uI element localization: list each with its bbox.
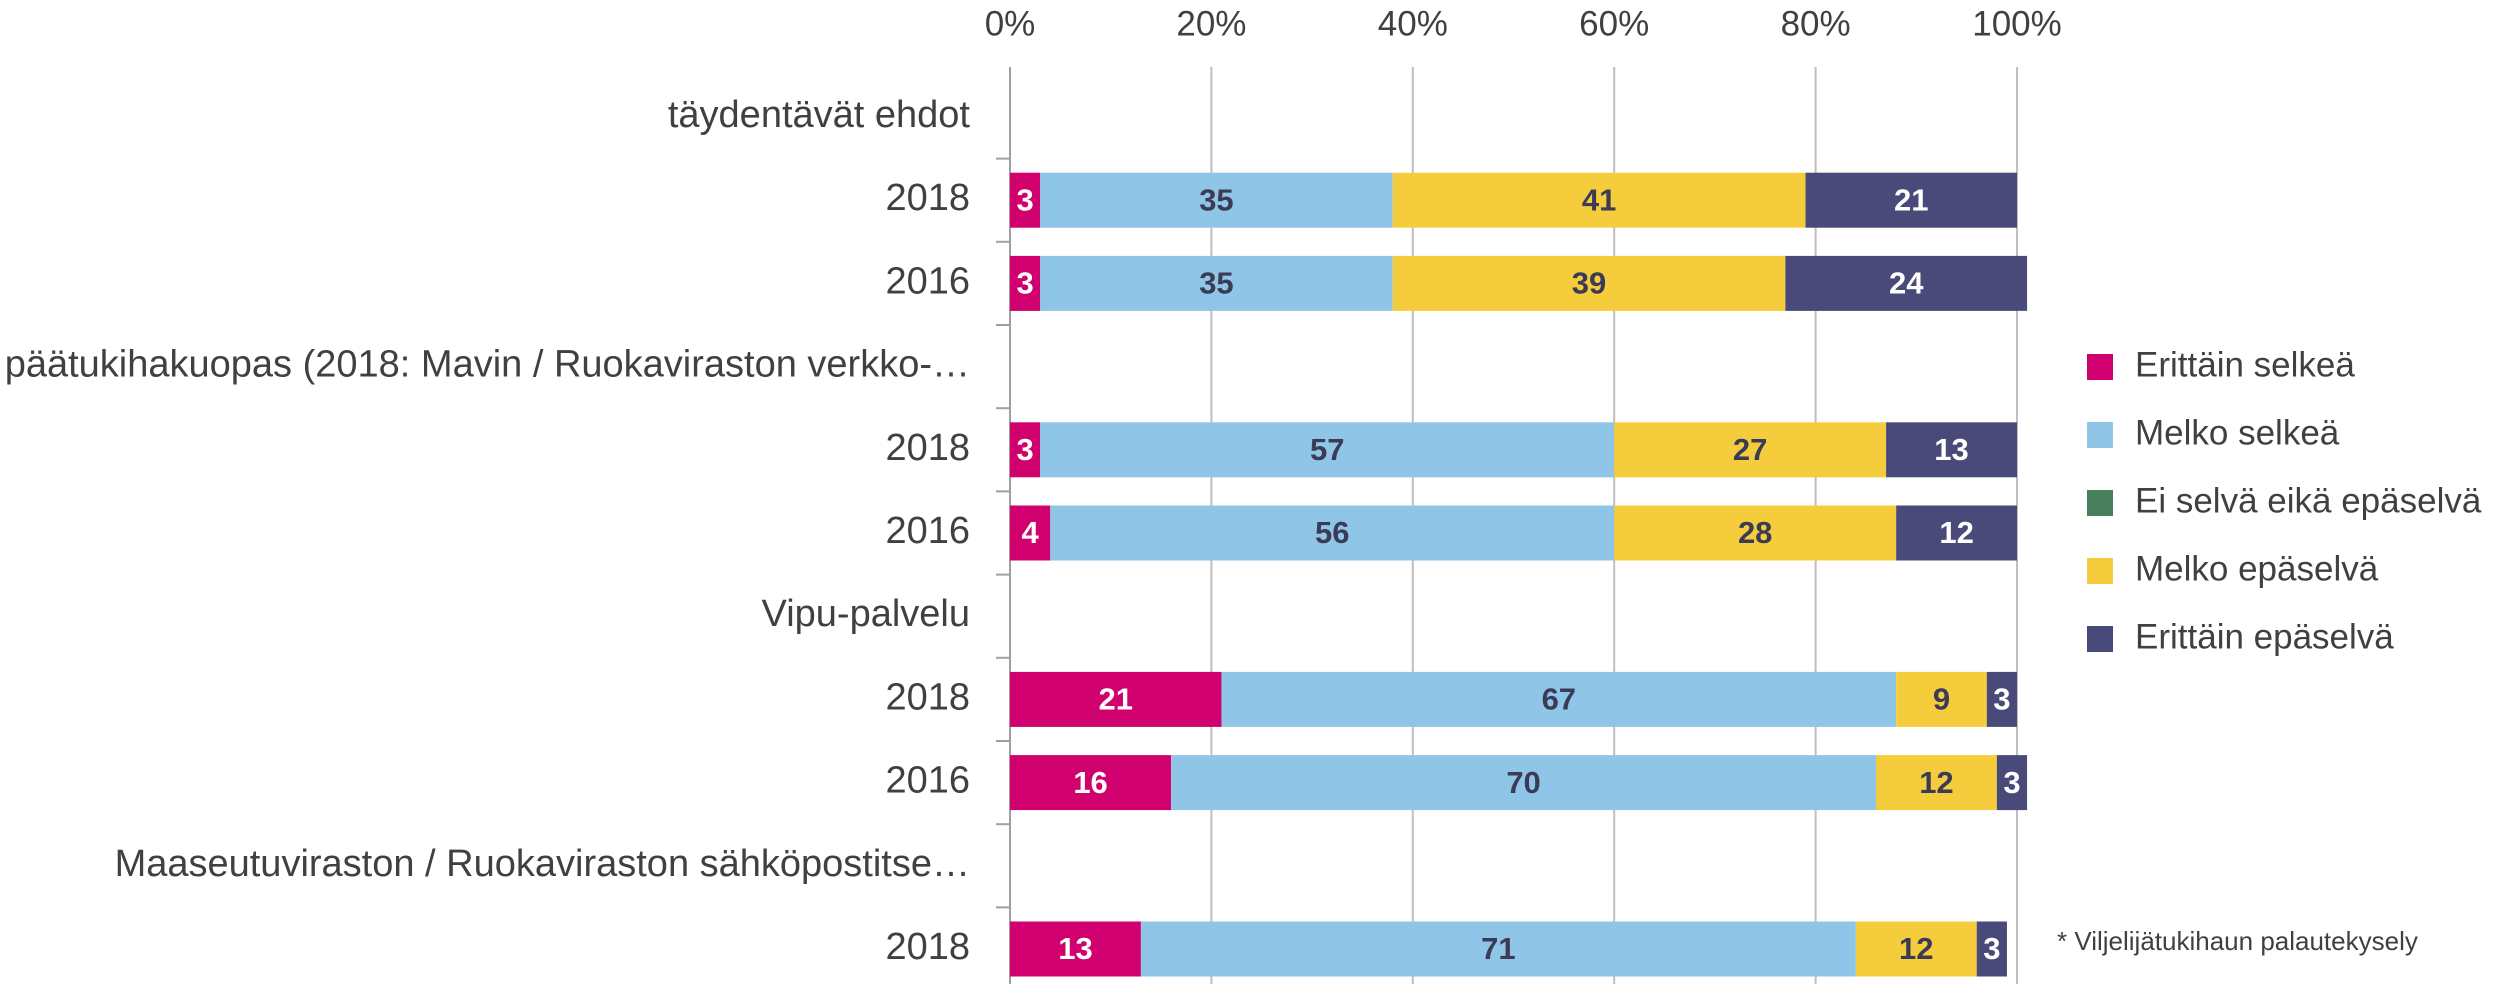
bar-segment xyxy=(1986,671,2017,727)
bar-segment xyxy=(1614,505,1897,561)
legend-swatch xyxy=(2087,354,2113,380)
data-label: 9 xyxy=(1933,682,1950,717)
y-tick-label: 2016 xyxy=(885,510,970,552)
bar-segment xyxy=(1050,505,1615,561)
data-label: 71 xyxy=(1481,931,1515,966)
data-label: 3 xyxy=(2003,765,2020,800)
bar-segment xyxy=(1805,172,2017,228)
data-label: 3 xyxy=(1016,182,1033,217)
data-label: 4 xyxy=(1022,515,1040,550)
data-label: 3 xyxy=(1016,432,1033,467)
annotation: * Viljelijätukihaun palautekysely xyxy=(2057,926,2418,956)
data-label: 16 xyxy=(1073,765,1107,800)
bar-segment xyxy=(1040,255,1393,311)
x-tick-label: 60% xyxy=(1579,4,1649,43)
legend-swatch xyxy=(2087,626,2113,652)
bar-segment xyxy=(1392,255,1786,311)
bar-segment xyxy=(1010,671,1222,727)
y-tick-label: 2018 xyxy=(885,676,970,718)
x-tick-label: 80% xyxy=(1781,4,1851,43)
legend-label: Erittäin selkeä xyxy=(2135,345,2355,384)
data-label: 57 xyxy=(1310,432,1344,467)
bar-segment xyxy=(1040,172,1393,228)
x-tick-label: 0% xyxy=(985,4,1036,43)
y-tick-label: päätukihakuopas (2018: Mavin / Ruokavira… xyxy=(5,344,970,386)
bar-segment xyxy=(1010,172,1041,228)
legend-label: Erittäin epäselvä xyxy=(2135,617,2394,656)
bar-segment xyxy=(1896,671,1987,727)
bar-segment xyxy=(1140,921,1856,977)
x-tick-label: 100% xyxy=(1972,4,2062,43)
y-tick-label: Vipu-palvelu xyxy=(762,593,970,635)
bar-segment xyxy=(1785,255,2028,311)
data-label: 3 xyxy=(1993,682,2010,717)
data-label: 13 xyxy=(1058,931,1092,966)
y-tick-label: 2016 xyxy=(885,260,970,302)
data-label: 70 xyxy=(1506,765,1540,800)
bar-segment xyxy=(1996,755,2028,811)
data-label: 24 xyxy=(1889,266,1924,301)
bar-segment xyxy=(1976,921,2007,977)
bar-segment xyxy=(1886,422,2017,478)
y-tick-label: 2018 xyxy=(885,926,970,968)
y-tick-label: Maaseutuviraston / Ruokaviraston sähköpo… xyxy=(115,843,970,885)
bar-segment xyxy=(1896,505,2017,561)
data-label: 41 xyxy=(1582,182,1616,217)
legend-label: Ei selvä eikä epäselvä xyxy=(2135,481,2482,520)
data-label: 27 xyxy=(1733,432,1767,467)
data-label: 3 xyxy=(1016,266,1033,301)
legend-swatch xyxy=(2087,422,2113,448)
data-label: 56 xyxy=(1315,515,1349,550)
bar-segment xyxy=(1010,505,1051,561)
y-tick-label: 2018 xyxy=(885,427,970,469)
bar-segment xyxy=(1040,422,1615,478)
data-label: 28 xyxy=(1738,515,1772,550)
bar-segment xyxy=(1855,921,1977,977)
legend-swatch xyxy=(2087,490,2113,516)
legend-label: Melko selkeä xyxy=(2135,413,2340,452)
bar-segment xyxy=(1392,172,1806,228)
bar-segment xyxy=(1010,755,1172,811)
x-tick-label: 20% xyxy=(1176,4,1246,43)
data-label: 3 xyxy=(1983,931,2000,966)
bar-segment xyxy=(1010,422,1041,478)
data-label: 13 xyxy=(1934,432,1968,467)
bar-segment xyxy=(1876,755,1997,811)
bar-segment xyxy=(1010,921,1141,977)
y-tick-label: 2018 xyxy=(885,177,970,219)
data-label: 35 xyxy=(1199,182,1233,217)
data-label: 12 xyxy=(1939,515,1973,550)
legend-label: Melko epäselvä xyxy=(2135,549,2379,588)
bar-segment xyxy=(1010,255,1041,311)
data-label: 21 xyxy=(1894,182,1928,217)
data-label: 12 xyxy=(1899,931,1933,966)
bar-segment xyxy=(1221,671,1897,727)
bar-segment xyxy=(1614,422,1887,478)
data-label: 67 xyxy=(1542,682,1576,717)
data-label: 35 xyxy=(1199,266,1233,301)
data-label: 12 xyxy=(1919,765,1953,800)
y-tick-label: 2016 xyxy=(885,760,970,802)
data-label: 21 xyxy=(1098,682,1132,717)
data-label: 39 xyxy=(1572,266,1606,301)
x-tick-label: 40% xyxy=(1378,4,1448,43)
y-tick-label: täydentävät ehdot xyxy=(668,94,971,136)
legend-swatch xyxy=(2087,558,2113,584)
bar-segment xyxy=(1171,755,1877,811)
